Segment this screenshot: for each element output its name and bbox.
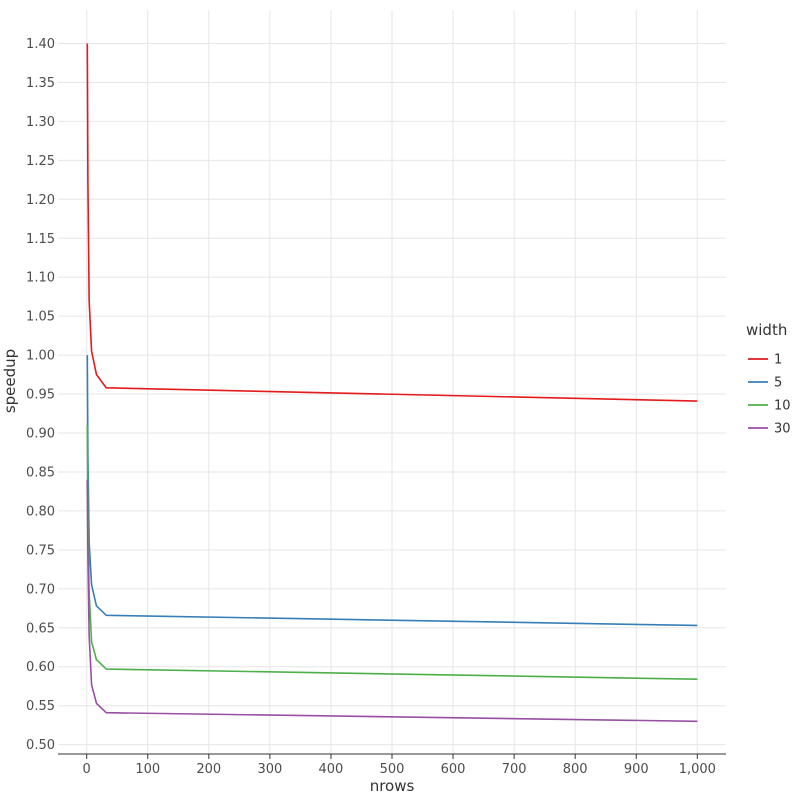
x-tick-label: 900 [624,762,649,777]
x-tick-label: 800 [563,762,588,777]
y-tick-label: 0.95 [26,388,55,403]
y-tick-label: 0.90 [26,427,55,442]
y-tick-label: 1.00 [26,349,55,364]
y-tick-label: 1.05 [26,310,55,325]
x-tick-label: 200 [196,762,221,777]
x-tick-label: 700 [502,762,527,777]
y-tick-label: 0.70 [26,582,55,597]
legend-label-30: 30 [774,422,791,437]
plot-area [86,43,698,723]
legend: width 1 5 10 30 [746,321,791,437]
y-tick-label: 1.40 [26,37,55,52]
x-tick-label: 1,000 [679,762,716,777]
series-line-30 [86,479,698,723]
grid-lines [58,10,726,754]
y-tick-label: 0.80 [26,504,55,519]
y-tick-label: 0.50 [26,738,55,753]
x-tick-label: 0 [83,762,91,777]
x-tick-label: 500 [380,762,405,777]
legend-title: width [746,321,787,339]
x-tick-label: 100 [135,762,160,777]
y-tick-label: 1.25 [26,154,55,169]
x-axis-title: nrows [370,777,415,795]
y-tick-label: 1.35 [26,76,55,91]
axes [58,753,726,759]
legend-label-10: 10 [774,399,791,414]
y-tick-label: 1.30 [26,115,55,130]
x-tick-label: 400 [319,762,344,777]
x-tick-label: 300 [257,762,282,777]
y-tick-label: 0.75 [26,543,55,558]
tick-labels: 0 100 200 300 400 500 600 700 800 900 1,000 0.50 0.5… [26,37,716,777]
x-tick-label: 600 [441,762,466,777]
y-axis-title: speedup [1,349,19,413]
legend-label-5: 5 [774,376,782,391]
legend-label-1: 1 [774,353,782,368]
y-tick-label: 1.10 [26,271,55,286]
y-tick-label: 1.20 [26,193,55,208]
series-line-1 [86,43,698,402]
y-tick-label: 0.55 [26,699,55,714]
y-tick-label: 0.60 [26,660,55,675]
y-tick-label: 0.65 [26,621,55,636]
y-tick-label: 0.85 [26,465,55,480]
y-tick-label: 1.15 [26,232,55,247]
